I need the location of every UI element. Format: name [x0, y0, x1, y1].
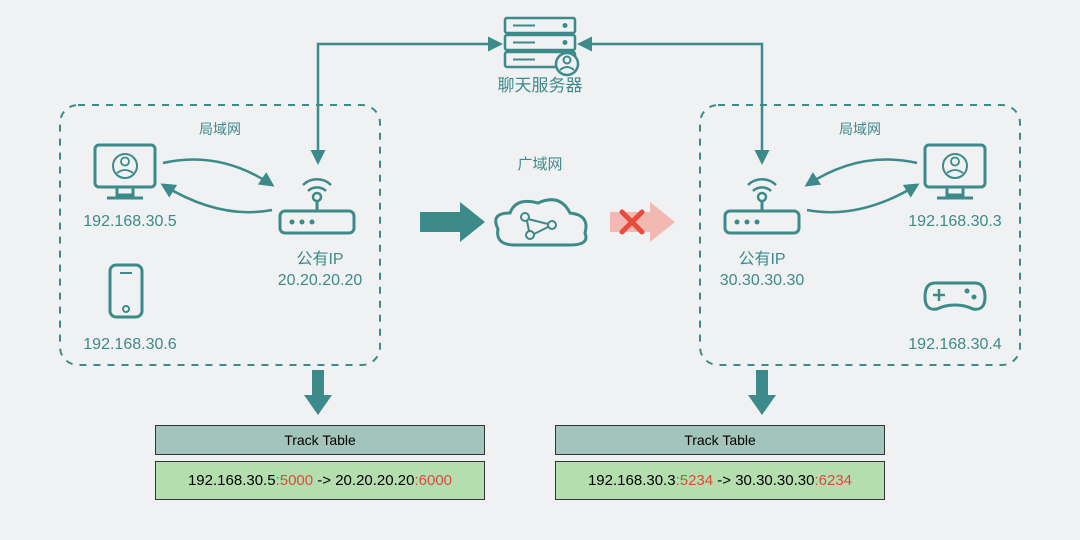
- left-phone-ip: 192.168.30.6: [70, 335, 190, 356]
- right-lan-label: 局域网: [820, 120, 900, 138]
- track-left-arrow: ->: [317, 472, 331, 489]
- left-pc-icon: [95, 145, 155, 198]
- left-router-label: 公有IP 20.20.20.20: [270, 250, 370, 292]
- track-left-src-ip: 192.168.30.5: [188, 472, 276, 489]
- track-right-arrow: ->: [717, 472, 731, 489]
- arrow-router-to-leftpc: [163, 159, 272, 185]
- right-router-ip: 30.30.30.30: [712, 271, 812, 292]
- arrow-server-left-router: [318, 44, 500, 162]
- right-pc-icon: [925, 145, 985, 198]
- track-table-left: Track Table 192.168.30.5:5000 -> 20.20.2…: [155, 425, 485, 500]
- track-table-right: Track Table 192.168.30.3:5234 -> 30.30.3…: [555, 425, 885, 500]
- left-phone-icon: [110, 265, 142, 317]
- right-router-icon: [725, 179, 799, 233]
- track-table-left-title: Track Table: [155, 425, 485, 455]
- arrow-router-to-rightpc: [807, 159, 917, 185]
- track-left-dst-ip: 20.20.20.20: [335, 472, 414, 489]
- server-icon: [505, 18, 578, 75]
- track-table-left-row: 192.168.30.5:5000 -> 20.20.20.20:6000: [155, 461, 485, 500]
- right-gamepad-ip: 192.168.30.4: [895, 335, 1015, 356]
- wan-label: 广域网: [500, 155, 580, 175]
- right-pc-ip: 192.168.30.3: [895, 212, 1015, 233]
- track-right-src-port: :5234: [676, 472, 714, 489]
- track-table-right-row: 192.168.30.3:5234 -> 30.30.30.30:6234: [555, 461, 885, 500]
- track-left-src-port: :5000: [276, 472, 314, 489]
- left-router-ip: 20.20.20.20: [270, 271, 370, 292]
- track-table-right-title: Track Table: [555, 425, 885, 455]
- arrow-server-right-router: [580, 44, 762, 162]
- arrow-leftpc-to-router: [163, 185, 272, 212]
- right-router-label-text: 公有IP: [712, 250, 812, 271]
- track-right-dst-ip: 30.30.30.30: [735, 472, 814, 489]
- left-lan-label: 局域网: [180, 120, 260, 138]
- blocked-arrow: [610, 202, 675, 242]
- arrow-rightpc-to-router: [807, 185, 917, 212]
- right-gamepad-icon: [925, 283, 985, 309]
- cloud-icon: [496, 200, 586, 245]
- right-router-label: 公有IP 30.30.30.30: [712, 250, 812, 292]
- track-right-src-ip: 192.168.30.3: [588, 472, 676, 489]
- right-down-arrow: [748, 370, 776, 415]
- left-pc-ip: 192.168.30.5: [70, 212, 190, 233]
- track-right-dst-port: :6234: [814, 472, 852, 489]
- big-arrow-to-cloud: [420, 202, 485, 242]
- left-router-icon: [280, 179, 354, 233]
- left-router-label-text: 公有IP: [270, 250, 370, 271]
- track-left-dst-port: :6000: [414, 472, 452, 489]
- left-down-arrow: [304, 370, 332, 415]
- server-label: 聊天服务器: [480, 75, 600, 97]
